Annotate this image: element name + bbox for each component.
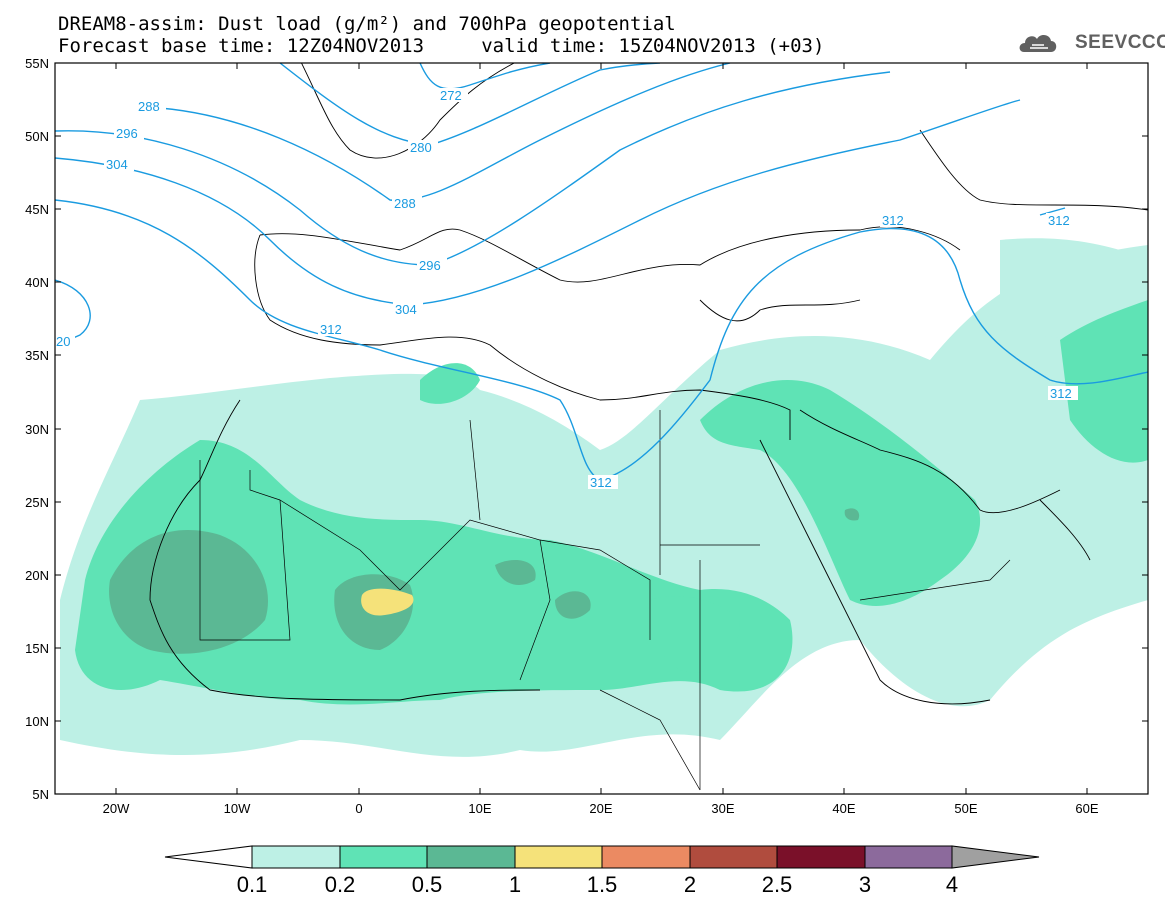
colorbar-segment	[164, 845, 253, 869]
contour-312-small	[1039, 207, 1066, 216]
latitude-labels: 55N 50N 45N 40N 35N 30N 25N 20N 15N 10N …	[25, 56, 49, 802]
colorbar-segment	[514, 845, 603, 869]
contour-label: 288	[138, 99, 160, 114]
lat-label: 35N	[25, 348, 49, 363]
lon-label: 30E	[711, 801, 734, 816]
colorbar-segment	[251, 845, 341, 869]
contour-272	[419, 63, 551, 90]
map-title: DREAM8-assim: Dust load (g/m²) and 700hP…	[58, 13, 676, 35]
contour-320	[55, 279, 91, 343]
lon-label: 10W	[224, 801, 251, 816]
colorbar	[164, 845, 1040, 869]
lon-label: 50E	[954, 801, 977, 816]
contour-labels: 272 280 288 288 296 296 304 304 312 312 …	[55, 88, 1078, 490]
colorbar-segment	[864, 845, 953, 869]
lat-label: 55N	[25, 56, 49, 71]
colorbar-label: 2	[683, 872, 697, 897]
contour-label: 312	[590, 475, 612, 490]
contour-label: 272	[440, 88, 462, 103]
contour-312	[55, 199, 1148, 481]
contour-label: 296	[419, 258, 441, 273]
lon-label: 0	[355, 801, 362, 816]
lat-label: 50N	[25, 129, 49, 144]
contour-label: 312	[1048, 213, 1070, 228]
contour-288	[159, 63, 731, 202]
contour-280	[279, 63, 661, 146]
lat-label: 15N	[25, 641, 49, 656]
lon-label: 40E	[832, 801, 855, 816]
contour-304	[55, 99, 1021, 306]
dust-0.2-0.5	[75, 300, 1148, 705]
colorbar-label: 0.2	[324, 872, 356, 897]
colorbar-label: 3	[858, 872, 872, 897]
colorbar-label: 0.5	[411, 872, 443, 897]
logo-text: SEEVCCC	[1075, 32, 1165, 53]
colorbar-label: 4	[945, 872, 959, 897]
colorbar-label: 0.1	[236, 872, 268, 897]
contour-label: 280	[410, 140, 432, 155]
colorbar-segment	[951, 845, 1040, 869]
lon-label: 10E	[468, 801, 491, 816]
lat-label: 20N	[25, 568, 49, 583]
lat-label: 30N	[25, 422, 49, 437]
lon-label: 20W	[103, 801, 130, 816]
forecast-time-line: Forecast base time: 12Z04NOV2013 valid t…	[58, 35, 825, 57]
colorbar-segment	[776, 845, 866, 869]
colorbar-segment	[601, 845, 691, 869]
contour-label: 312	[1050, 386, 1072, 401]
lat-label: 40N	[25, 275, 49, 290]
contour-label: 304	[106, 157, 128, 172]
country-borders	[199, 410, 1011, 791]
contour-296	[55, 71, 891, 266]
lat-label: 25N	[25, 495, 49, 510]
longitude-labels: 20W 10W 0 10E 20E 30E 40E 50E 60E	[103, 801, 1099, 816]
contour-label: 296	[116, 126, 138, 141]
colorbar-label: 1.5	[586, 872, 618, 897]
colorbar-segment	[339, 845, 428, 869]
colorbar-segment	[426, 845, 516, 869]
lat-label: 10N	[25, 714, 49, 729]
lon-label: 20E	[589, 801, 612, 816]
dust-1-1.5	[361, 588, 414, 616]
colorbar-label: 1	[508, 872, 522, 897]
cloud-icon	[1019, 35, 1057, 52]
lat-label: 45N	[25, 202, 49, 217]
lat-label: 5N	[32, 787, 49, 802]
colorbar-label: 2.5	[761, 872, 793, 897]
contour-label: 312	[882, 213, 904, 228]
colorbar-segment	[689, 845, 778, 869]
contour-label: 288	[394, 196, 416, 211]
contour-label: 304	[395, 302, 417, 317]
lon-label: 60E	[1075, 801, 1098, 816]
contour-label: 312	[320, 322, 342, 337]
contour-label: 20	[56, 334, 70, 349]
coastlines	[149, 63, 1148, 705]
dust-load-field	[60, 238, 1148, 757]
axis-ticks	[55, 63, 1148, 794]
